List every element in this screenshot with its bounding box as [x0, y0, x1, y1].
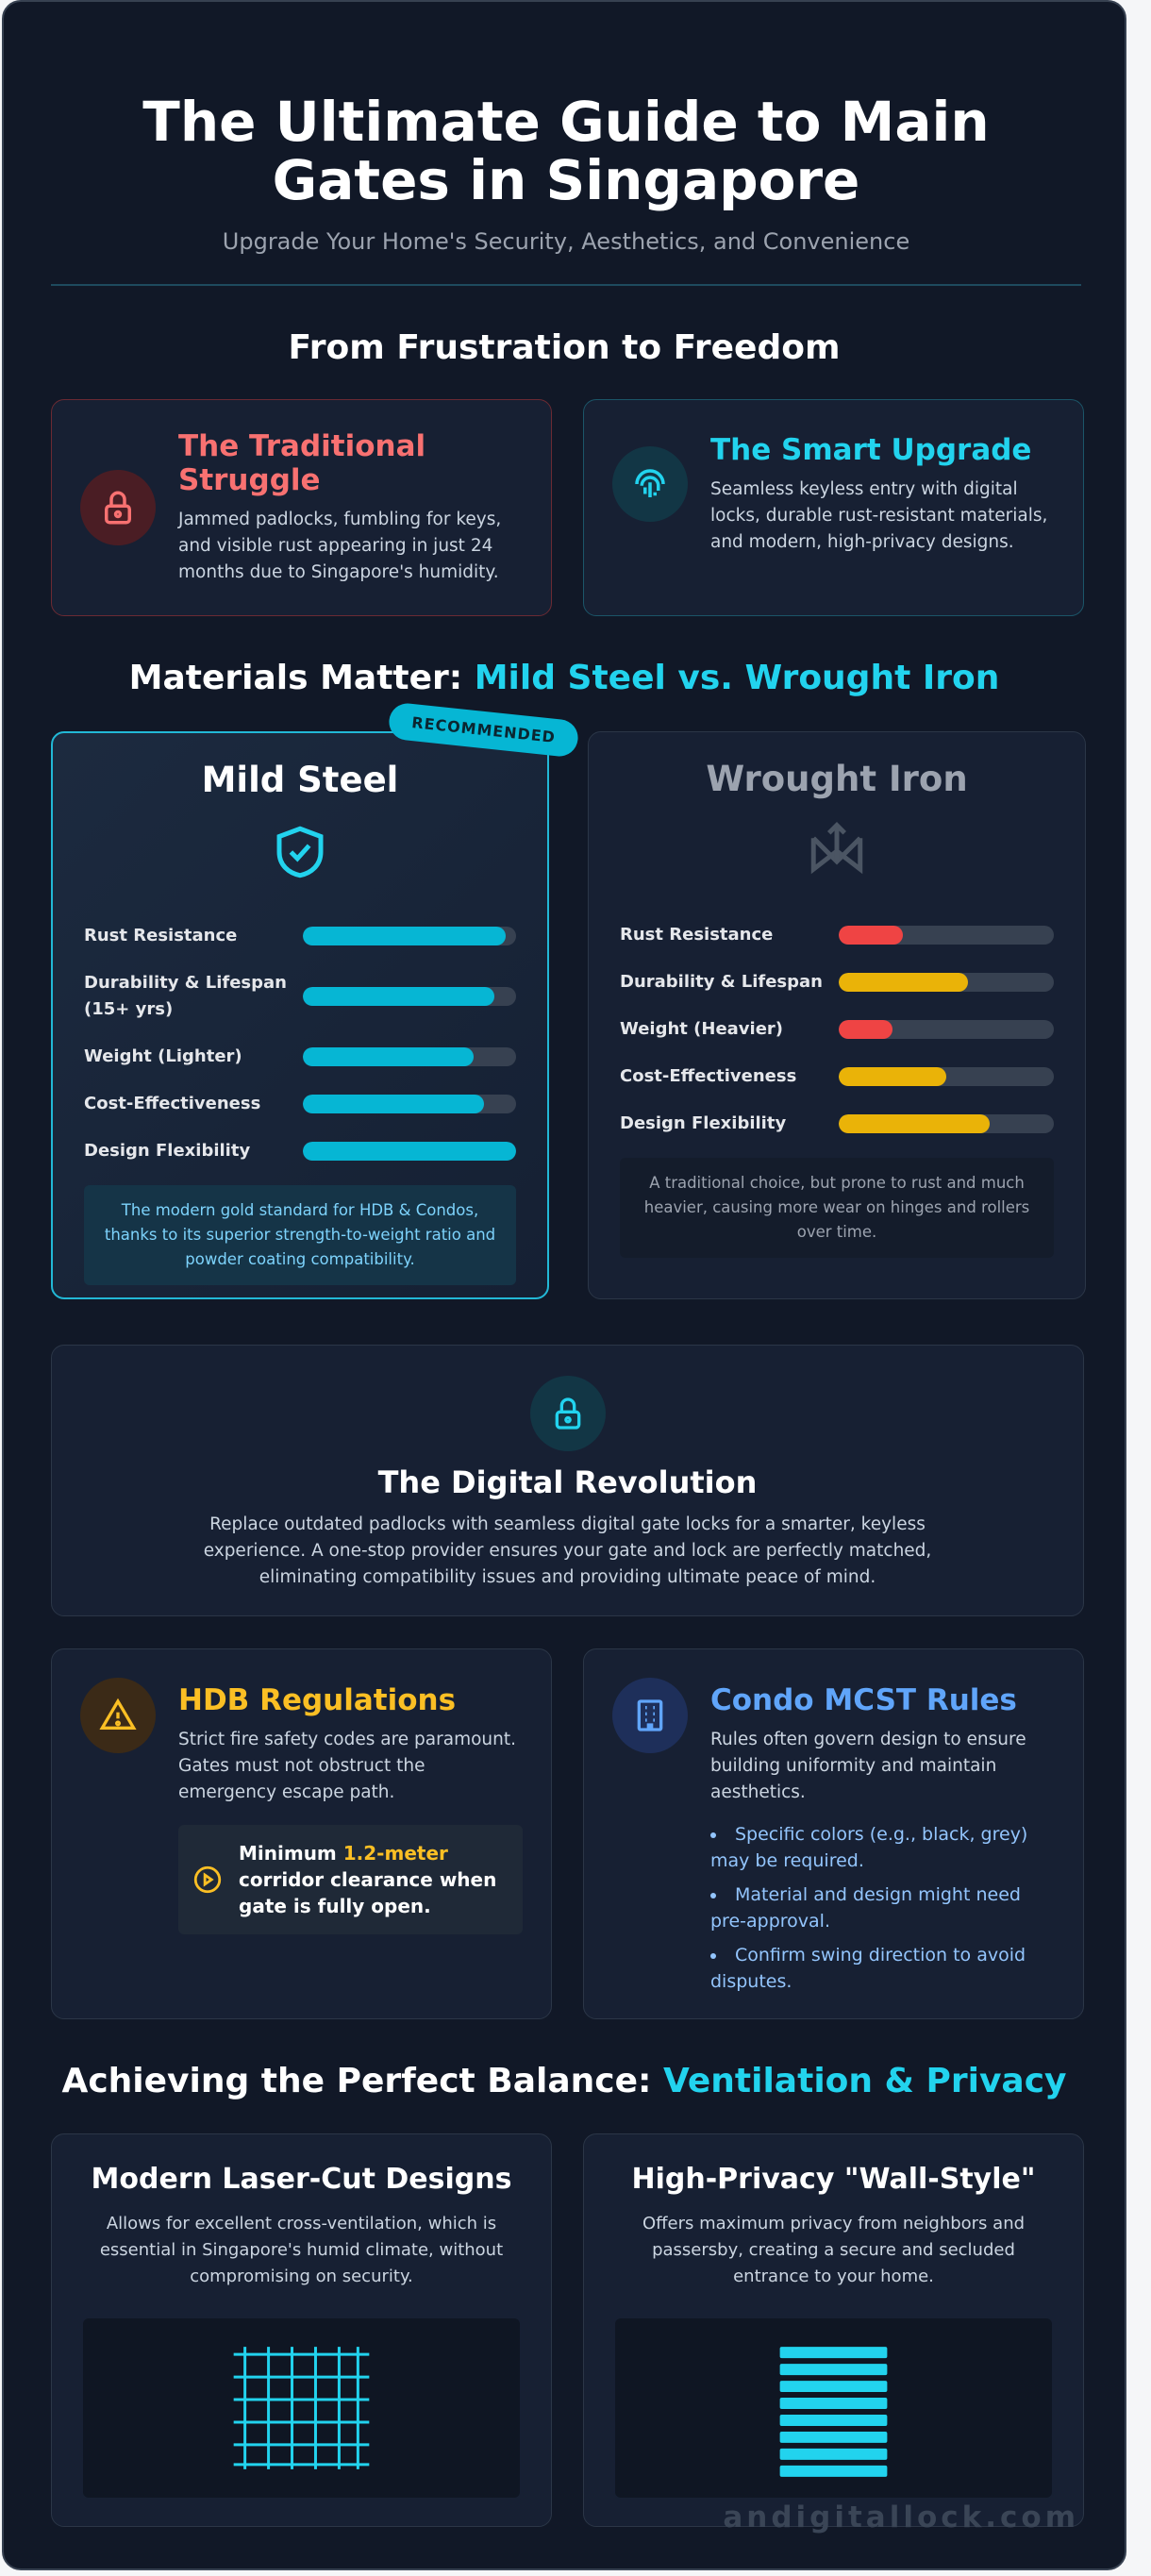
upgrade-card: The Smart Upgrade Seamless keyless entry…: [583, 399, 1084, 616]
card-text: Strict fire safety codes are paramount. …: [178, 1730, 516, 1802]
wrought-iron-card: Wrought Iron Rust Resistance Durability &…: [588, 731, 1086, 1299]
bullet: Material and design might need pre-appro…: [710, 1882, 1055, 1934]
rating-bar: [839, 973, 968, 992]
card-title: The Digital Revolution: [377, 1464, 758, 1500]
laser-cut-card: Modern Laser-Cut Designs Allows for exce…: [51, 2133, 552, 2527]
divider: [51, 284, 1081, 286]
card-title: The Traditional Struggle: [178, 429, 426, 497]
rating-track: [303, 1047, 516, 1066]
rating-track: [303, 927, 516, 945]
lock-icon: [80, 470, 156, 545]
bullet-list: Specific colors (e.g., black, grey) may …: [710, 1821, 1055, 1995]
card-text: Offers maximum privacy from neighbors an…: [642, 2214, 1026, 2286]
card-title: HDB Regulations: [178, 1683, 457, 1717]
rating-row: Durability & Lifespan (15+ yrs): [84, 970, 516, 1023]
material-note: The modern gold standard for HDB & Condo…: [84, 1185, 516, 1285]
rating-label: Weight (Lighter): [84, 1046, 242, 1066]
rating-row: Cost-Effectiveness: [84, 1091, 516, 1117]
section-heading: From Frustration to Freedom: [288, 328, 841, 367]
rating-label: Cost-Effectiveness: [84, 1094, 261, 1113]
infographic: The Ultimate Guide to Main Gates in Sing…: [2, 0, 1126, 2570]
rating-bar: [303, 1095, 485, 1113]
heading-highlight: Ventilation & Privacy: [662, 2062, 1067, 2100]
card-title: Modern Laser-Cut Designs: [91, 2163, 512, 2196]
rating-label: Weight (Heavier): [620, 1019, 784, 1039]
rating-row: Cost-Effectiveness: [620, 1063, 1054, 1090]
condo-card: Condo MCST Rules Rules often govern desi…: [583, 1648, 1084, 2019]
rating-track: [303, 987, 516, 1006]
shield-icon: [53, 821, 547, 887]
card-text: Jammed padlocks, fumbling for keys, and …: [178, 510, 502, 582]
rating-track: [839, 973, 1054, 992]
card-text: Allows for excellent cross-ventilation, …: [99, 2214, 504, 2286]
rating-label: Rust Resistance: [620, 925, 774, 945]
card-text: Replace outdated padlocks with seamless …: [203, 1514, 932, 1587]
subtitle: Upgrade Your Home's Security, Aesthetics…: [222, 228, 910, 255]
rating-bar: [303, 987, 495, 1006]
material-title: Mild Steel: [201, 760, 399, 800]
rating-track: [839, 926, 1054, 945]
digital-lock-icon: [529, 1376, 606, 1451]
rating-label: Rust Resistance: [84, 926, 238, 945]
bullet: Confirm swing direction to avoid dispute…: [710, 1942, 1055, 1995]
digital-card: The Digital Revolution Replace outdated …: [51, 1345, 1084, 1616]
rating-row: Weight (Heavier): [620, 1016, 1054, 1043]
card-title: High-Privacy "Wall-Style": [631, 2163, 1036, 2196]
callout-text: Minimum: [239, 1842, 337, 1865]
rating-bar: [303, 1047, 474, 1066]
hdb-card: HDB Regulations Strict fire safety codes…: [51, 1648, 552, 2019]
wall-style-visual: [615, 2318, 1052, 2498]
section-heading: Materials Matter: Mild Steel vs. Wrought…: [4, 659, 1125, 697]
heading-lead: Materials Matter:: [128, 659, 463, 697]
rating-track: [303, 1095, 516, 1113]
rating-label: Durability & Lifespan (15+ yrs): [84, 973, 287, 1019]
rating-row: Design Flexibility: [620, 1111, 1054, 1137]
rating-bar: [303, 927, 506, 945]
rating-track: [839, 1020, 1054, 1039]
section-heading: Achieving the Perfect Balance: Ventilati…: [4, 2062, 1125, 2100]
rating-label: Design Flexibility: [620, 1113, 787, 1133]
title: The Ultimate Guide to Main Gates in Sing…: [142, 90, 990, 212]
fingerprint-icon: [612, 446, 688, 522]
card-text: Seamless keyless entry with digital lock…: [710, 479, 1048, 552]
rating-bar: [839, 1114, 990, 1133]
rating-bar: [303, 1142, 516, 1161]
card-title: The Smart Upgrade: [710, 433, 1032, 467]
building-icon: [612, 1678, 688, 1753]
bullet: Specific colors (e.g., black, grey) may …: [710, 1821, 1055, 1874]
rating-bar: [839, 1067, 946, 1086]
rating-label: Durability & Lifespan: [620, 972, 823, 992]
struggle-card: The Traditional Struggle Jammed padlocks…: [51, 399, 552, 616]
rating-row: Weight (Lighter): [84, 1044, 516, 1070]
callout-text: corridor clearance when gate is fully op…: [239, 1868, 497, 1917]
warning-icon: [80, 1678, 156, 1753]
rating-row: Rust Resistance: [620, 922, 1054, 948]
rating-track: [303, 1142, 516, 1161]
card-title: Condo MCST Rules: [710, 1683, 1017, 1717]
watermark: andigitallock.com: [723, 2501, 1079, 2534]
mild-steel-card: Mild Steel Rust Resistance Durability & L…: [51, 731, 549, 1299]
card-text: Rules often govern design to ensure buil…: [710, 1730, 1026, 1802]
material-note: A traditional choice, but prone to rust …: [620, 1158, 1054, 1258]
callout: Minimum 1.2-meter corridor clearance whe…: [178, 1825, 523, 1934]
rating-track: [839, 1114, 1054, 1133]
laser-cut-visual: [83, 2318, 520, 2498]
rating-bar: [839, 926, 904, 945]
callout-highlight: 1.2-meter: [342, 1842, 448, 1865]
heading-lead: Achieving the Perfect Balance:: [61, 2062, 652, 2100]
rating-row: Rust Resistance: [84, 923, 516, 949]
rating-row: Durability & Lifespan: [620, 969, 1054, 995]
rating-bar: [839, 1020, 892, 1039]
rating-row: Design Flexibility: [84, 1138, 516, 1164]
rating-label: Design Flexibility: [84, 1141, 251, 1161]
rating-track: [839, 1067, 1054, 1086]
header: The Ultimate Guide to Main Gates in Sing…: [4, 92, 1128, 255]
iron-icon: [589, 820, 1085, 886]
heading-highlight: Mild Steel vs. Wrought Iron: [474, 659, 1000, 697]
material-title: Wrought Iron: [706, 759, 968, 799]
wall-style-card: High-Privacy "Wall-Style" Offers maximum…: [583, 2133, 1084, 2527]
rating-label: Cost-Effectiveness: [620, 1066, 797, 1086]
